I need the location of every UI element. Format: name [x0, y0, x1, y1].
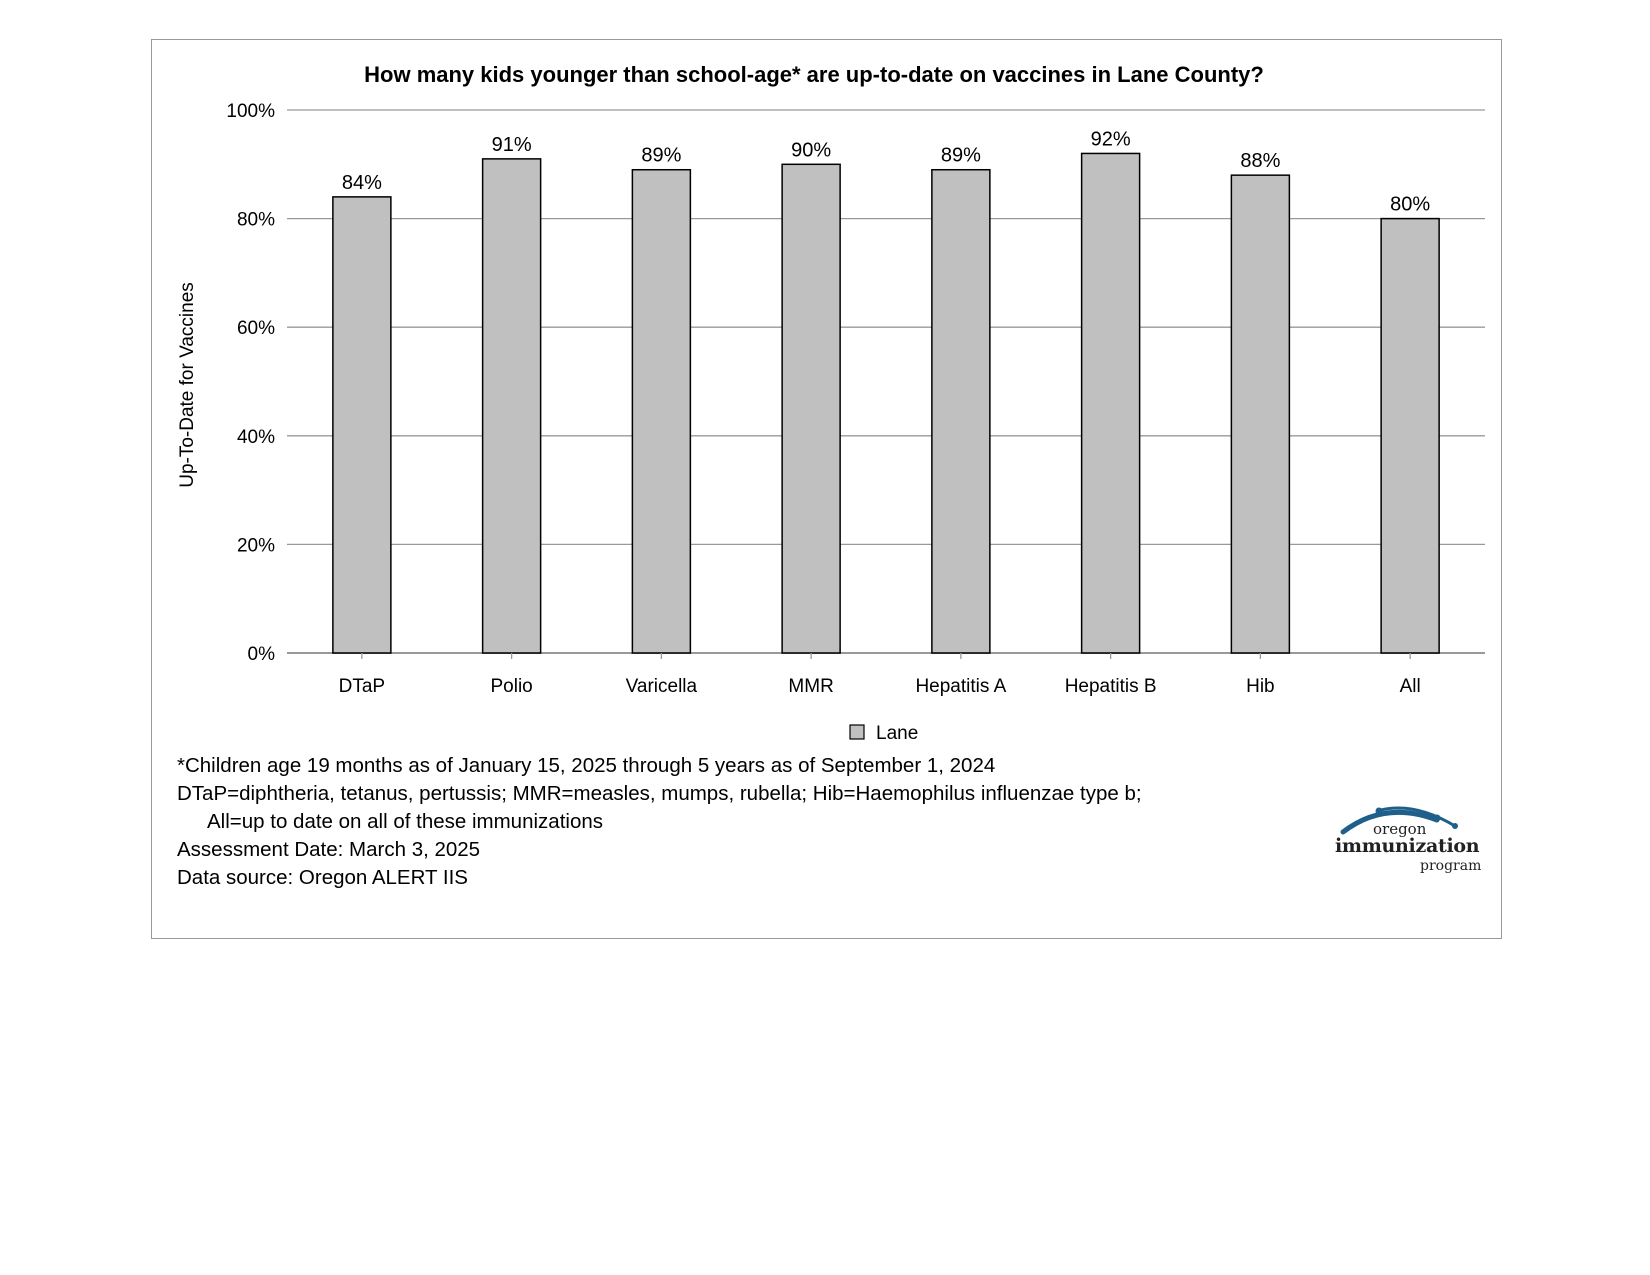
y-axis-label: Up-To-Date for Vaccines — [177, 282, 198, 488]
bar-dtap — [332, 196, 392, 654]
x-tick-label: DTaP — [339, 676, 385, 697]
legend-swatch-lane — [849, 724, 865, 740]
x-tick-label: All — [1400, 676, 1421, 697]
bar-chart: How many kids younger than school-age* a… — [177, 62, 1485, 744]
data-source: Data source: Oregon ALERT IIS — [177, 866, 468, 889]
oregon-immunization-program-logo: oregon immunization program — [1325, 800, 1485, 880]
data-label: 88% — [1240, 150, 1280, 172]
x-tick-label: Hib — [1246, 676, 1275, 697]
data-label: 84% — [342, 172, 382, 194]
gridlines — [287, 109, 1485, 654]
data-label: 80% — [1390, 194, 1430, 216]
data-label: 91% — [492, 134, 532, 156]
x-tick-label: Polio — [491, 676, 533, 697]
y-tick-label: 60% — [237, 318, 275, 339]
x-tick-label: MMR — [788, 676, 833, 697]
data-label: 89% — [941, 145, 981, 167]
y-tick-label: 20% — [237, 535, 275, 556]
footnote-abbreviations: DTaP=diphtheria, tetanus, pertussis; MMR… — [177, 782, 1142, 805]
x-tick-labels: DTaP Polio Varicella MMR Hepatitis A Hepatiti… — [339, 653, 1421, 697]
bar-varicella — [631, 168, 692, 654]
logo-text-program: program — [1420, 858, 1482, 874]
logo-text-immunization: immunization — [1335, 835, 1480, 857]
y-tick-labels: 0% 20% 40% 60% 80% 100% — [226, 101, 275, 665]
data-label: 89% — [641, 145, 681, 167]
bar-hepatitis-b — [1080, 152, 1141, 654]
legend-label-lane: Lane — [876, 723, 918, 744]
y-tick-label: 100% — [226, 101, 275, 122]
bar-all — [1380, 217, 1440, 654]
bar-hib — [1230, 174, 1291, 654]
x-tick-label: Hepatitis B — [1065, 676, 1157, 697]
bars: 84% 91% 89% 90% 89% 92% 88% 80% — [332, 128, 1440, 654]
chart-title: How many kids younger than school-age* a… — [364, 62, 1264, 87]
y-tick-label: 40% — [237, 427, 275, 448]
footnote-all-definition: All=up to date on all of these immunizat… — [207, 810, 603, 833]
x-tick-label: Varicella — [626, 676, 698, 697]
footnote-age-range: *Children age 19 months as of January 15… — [177, 754, 996, 777]
footnotes: *Children age 19 months as of January 15… — [177, 752, 1142, 892]
legend: Lane — [849, 723, 918, 744]
bar-mmr — [781, 163, 841, 654]
logo-arc-icon — [1340, 806, 1458, 835]
bar-polio — [481, 158, 542, 654]
y-tick-label: 80% — [237, 210, 275, 231]
x-tick-label: Hepatitis A — [915, 676, 1006, 697]
logo-text-oregon: oregon — [1373, 820, 1427, 838]
y-tick-label: 0% — [248, 644, 276, 665]
bar-hepatitis-a — [931, 168, 991, 654]
chart-frame — [151, 39, 1502, 939]
data-label: 92% — [1091, 128, 1131, 150]
assessment-date: Assessment Date: March 3, 2025 — [177, 838, 481, 861]
data-label: 90% — [791, 139, 831, 161]
